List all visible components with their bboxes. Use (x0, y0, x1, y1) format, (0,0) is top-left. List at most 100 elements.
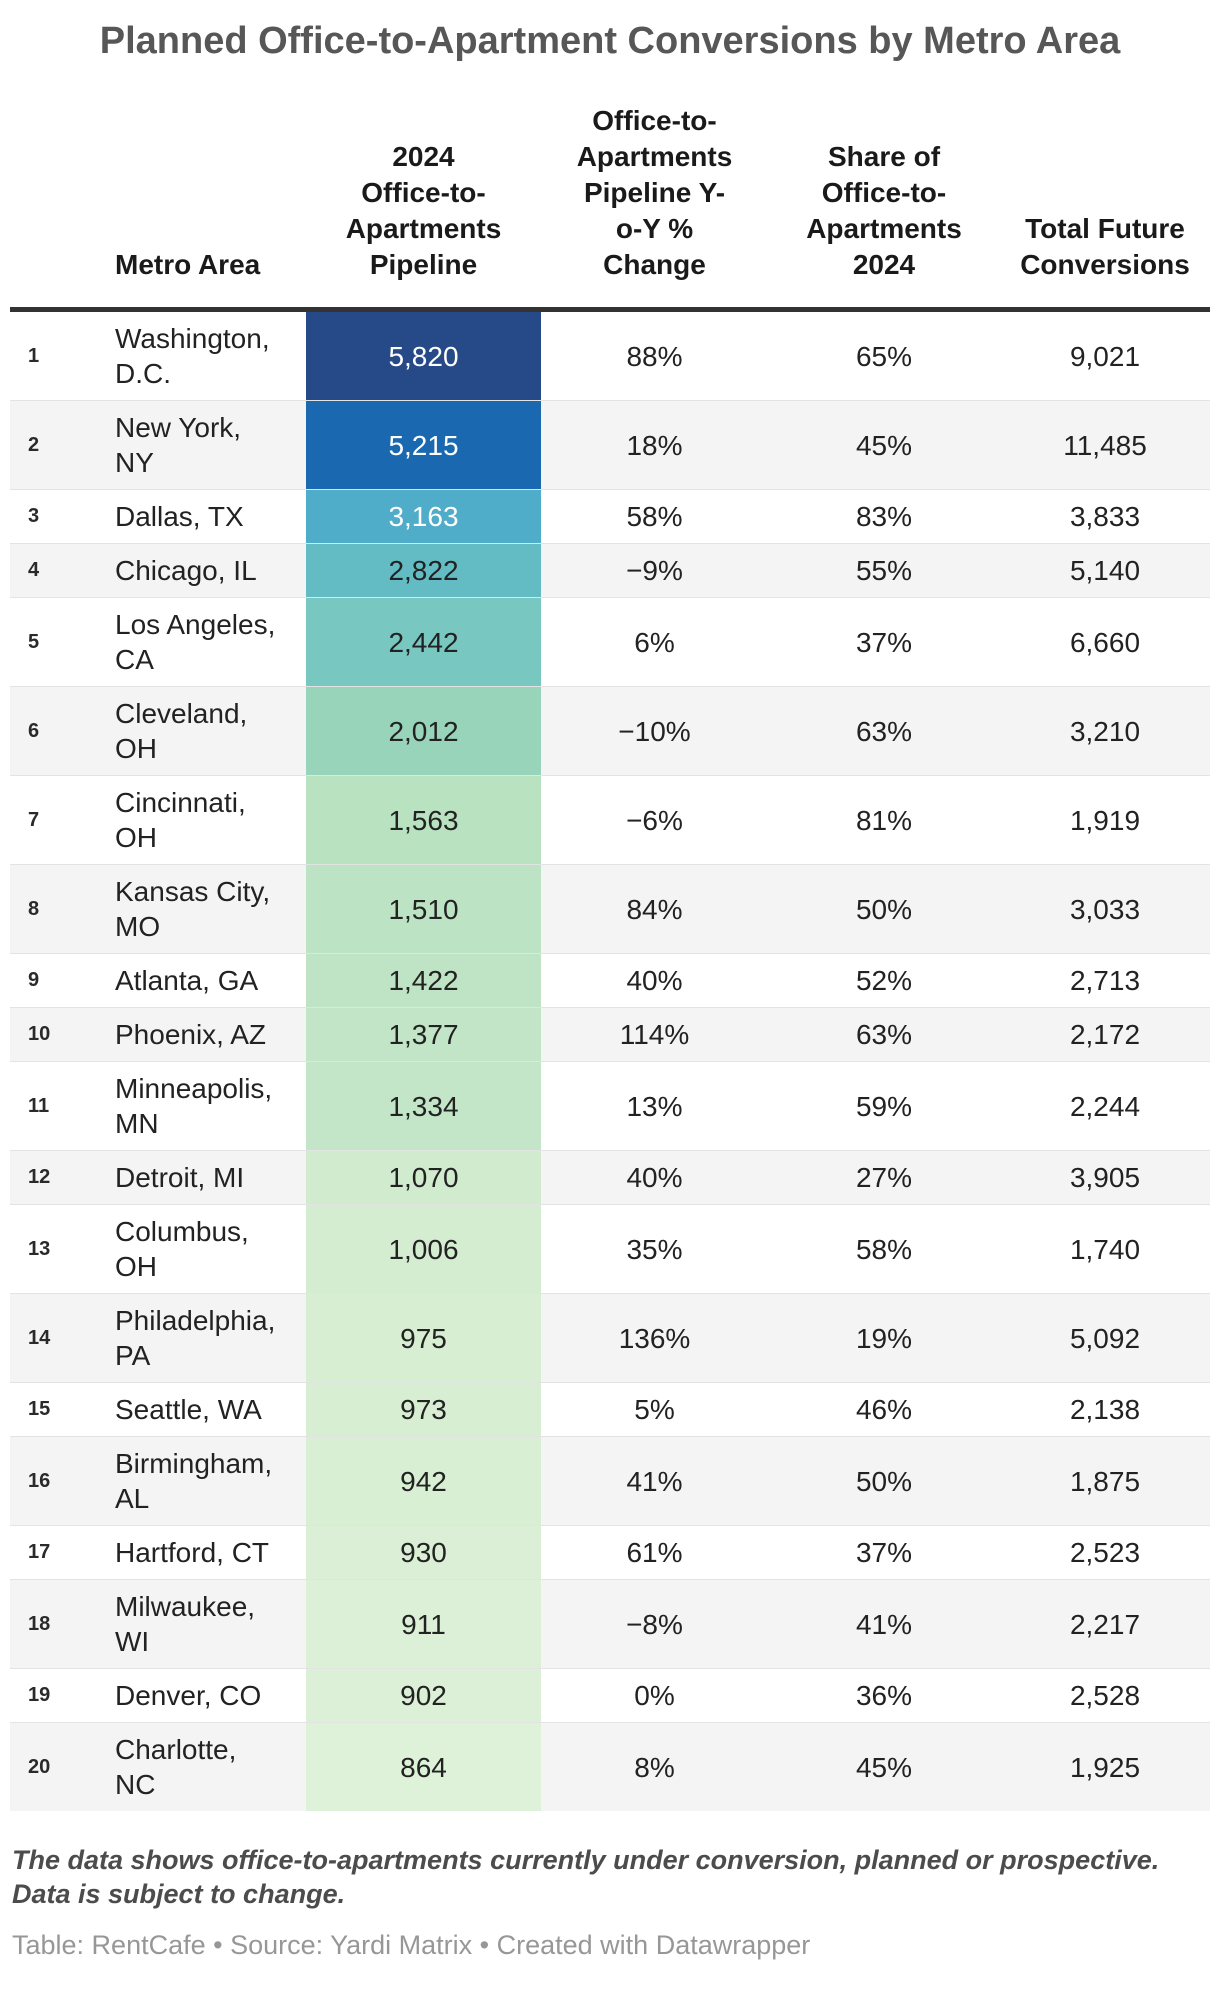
table-row: 13 Columbus, OH 1,006 35% 58% 1,740 (10, 1204, 1210, 1294)
yoy-change-cell: 13% (541, 1061, 768, 1151)
metro-area-cell: Cleveland, OH (95, 686, 306, 776)
pipeline-value-cell: 973 (306, 1382, 541, 1437)
table-row: 4 Chicago, IL 2,822 −9% 55% 5,140 (10, 543, 1210, 598)
metro-area-cell: Minneapolis, MN (95, 1061, 306, 1151)
table-row: 16 Birmingham, AL 942 41% 50% 1,875 (10, 1436, 1210, 1526)
table-row: 3 Dallas, TX 3,163 58% 83% 3,833 (10, 489, 1210, 544)
share-cell: 52% (768, 953, 1000, 1008)
total-conversions-cell: 2,713 (1000, 953, 1210, 1008)
table-row: 1 Washington, D.C. 5,820 88% 65% 9,021 (10, 309, 1210, 401)
yoy-change-cell: 0% (541, 1668, 768, 1723)
yoy-change-cell: 18% (541, 400, 768, 490)
share-cell: 55% (768, 543, 1000, 598)
share-cell: 50% (768, 1436, 1000, 1526)
header-row: Metro Area 2024 Office-to- Apartments Pi… (10, 103, 1210, 312)
pipeline-value-cell: 1,563 (306, 775, 541, 865)
row-rank: 15 (10, 1382, 95, 1437)
table-row: 2 New York, NY 5,215 18% 45% 11,485 (10, 400, 1210, 490)
table-row: 7 Cincinnati, OH 1,563 −6% 81% 1,919 (10, 775, 1210, 865)
metro-area-cell: Los Angeles, CA (95, 597, 306, 687)
metro-area-cell: Washington, D.C. (115, 323, 270, 389)
share-cell: 58% (768, 1204, 1000, 1294)
row-rank: 20 (10, 1722, 95, 1811)
yoy-change-cell: 41% (541, 1436, 768, 1526)
metro-area-cell: Detroit, MI (95, 1150, 306, 1205)
total-conversions-cell: 5,140 (1000, 543, 1210, 598)
row-rank: 13 (10, 1204, 95, 1294)
metro-area-cell: Milwaukee, WI (95, 1579, 306, 1669)
metro-area-cell: Columbus, OH (95, 1204, 306, 1294)
pipeline-value-cell: 930 (306, 1525, 541, 1580)
metro-area-cell: Charlotte, NC (95, 1722, 306, 1811)
total-conversions-cell: 9,021 (1069, 340, 1141, 372)
row-rank: 2 (10, 400, 95, 490)
pipeline-value-cell: 1,070 (306, 1150, 541, 1205)
total-conversions-cell: 6,660 (1000, 597, 1210, 687)
share-cell: 81% (768, 775, 1000, 865)
table-row: 5 Los Angeles, CA 2,442 6% 37% 6,660 (10, 597, 1210, 687)
metro-area-cell: Birmingham, AL (95, 1436, 306, 1526)
yoy-change-cell: 40% (541, 953, 768, 1008)
pipeline-value-cell: 902 (306, 1668, 541, 1723)
metro-area-cell: Philadelphia, PA (95, 1293, 306, 1383)
pipeline-value-cell: 1,006 (306, 1204, 541, 1294)
metro-area-cell: Kansas City, MO (95, 864, 306, 954)
col-header-rank (10, 103, 95, 312)
share-cell: 83% (768, 489, 1000, 544)
total-conversions-cell: 2,172 (1000, 1007, 1210, 1062)
col-header-2024-pipeline: 2024 Office-to- Apartments Pipeline (306, 103, 541, 312)
table-row: 9 Atlanta, GA 1,422 40% 52% 2,713 (10, 953, 1210, 1008)
row-rank: 9 (10, 953, 95, 1008)
row-rank: 18 (10, 1579, 95, 1669)
yoy-change-cell: 136% (541, 1293, 768, 1383)
metro-area-cell: Hartford, CT (95, 1525, 306, 1580)
col-header-yoy-change: Office-to- Apartments Pipeline Y- o-Y % … (541, 103, 768, 312)
table-row: 19 Denver, CO 902 0% 36% 2,528 (10, 1668, 1210, 1723)
col-header-share-2024: Share of Office-to- Apartments 2024 (768, 103, 1000, 312)
table-row: 17 Hartford, CT 930 61% 37% 2,523 (10, 1525, 1210, 1580)
pipeline-value-cell: 5,215 (306, 400, 541, 490)
share-cell: 46% (768, 1382, 1000, 1437)
pipeline-value-cell: 1,334 (306, 1061, 541, 1151)
col-header-metro-area: Metro Area (95, 103, 306, 312)
share-cell: 36% (768, 1668, 1000, 1723)
yoy-change-cell: −10% (541, 686, 768, 776)
table-body: 1 Washington, D.C. 5,820 88% 65% 9,021 2… (10, 309, 1210, 1811)
yoy-change-cell: −6% (541, 775, 768, 865)
pipeline-value-cell: 864 (306, 1722, 541, 1811)
total-conversions-cell: 2,138 (1000, 1382, 1210, 1437)
row-rank: 3 (10, 489, 95, 544)
table-row: 12 Detroit, MI 1,070 40% 27% 3,905 (10, 1150, 1210, 1205)
yoy-change-cell: 8% (541, 1722, 768, 1811)
pipeline-value-cell: 975 (306, 1293, 541, 1383)
yoy-change-cell: 114% (541, 1007, 768, 1062)
metro-area-cell: Seattle, WA (95, 1382, 306, 1437)
row-rank: 7 (10, 775, 95, 865)
share-cell: 27% (768, 1150, 1000, 1205)
table-row: 15 Seattle, WA 973 5% 46% 2,138 (10, 1382, 1210, 1437)
total-conversions-cell: 3,833 (1000, 489, 1210, 544)
yoy-change-cell: 5% (541, 1382, 768, 1437)
table-row: 8 Kansas City, MO 1,510 84% 50% 3,033 (10, 864, 1210, 954)
footnote: The data shows office-to-apartments curr… (12, 1845, 1160, 1909)
metro-area-cell: Chicago, IL (95, 543, 306, 598)
share-cell: 63% (768, 686, 1000, 776)
metro-area-cell: Denver, CO (95, 1668, 306, 1723)
table-row: 11 Minneapolis, MN 1,334 13% 59% 2,244 (10, 1061, 1210, 1151)
row-rank: 12 (10, 1150, 95, 1205)
table-row: 20 Charlotte, NC 864 8% 45% 1,925 (10, 1722, 1210, 1811)
metro-area-cell: Dallas, TX (95, 489, 306, 544)
pipeline-value-cell: 1,510 (306, 864, 541, 954)
total-conversions-cell: 2,528 (1000, 1668, 1210, 1723)
total-conversions-cell: 2,217 (1000, 1579, 1210, 1669)
share-cell: 63% (768, 1007, 1000, 1062)
row-rank: 11 (10, 1061, 95, 1151)
total-conversions-cell: 1,919 (1000, 775, 1210, 865)
total-conversions-cell: 3,905 (1000, 1150, 1210, 1205)
pipeline-value-cell: 1,377 (306, 1007, 541, 1062)
total-conversions-cell: 2,244 (1000, 1061, 1210, 1151)
share-cell: 59% (768, 1061, 1000, 1151)
pipeline-value-cell: 1,422 (306, 953, 541, 1008)
share-cell: 41% (768, 1579, 1000, 1669)
